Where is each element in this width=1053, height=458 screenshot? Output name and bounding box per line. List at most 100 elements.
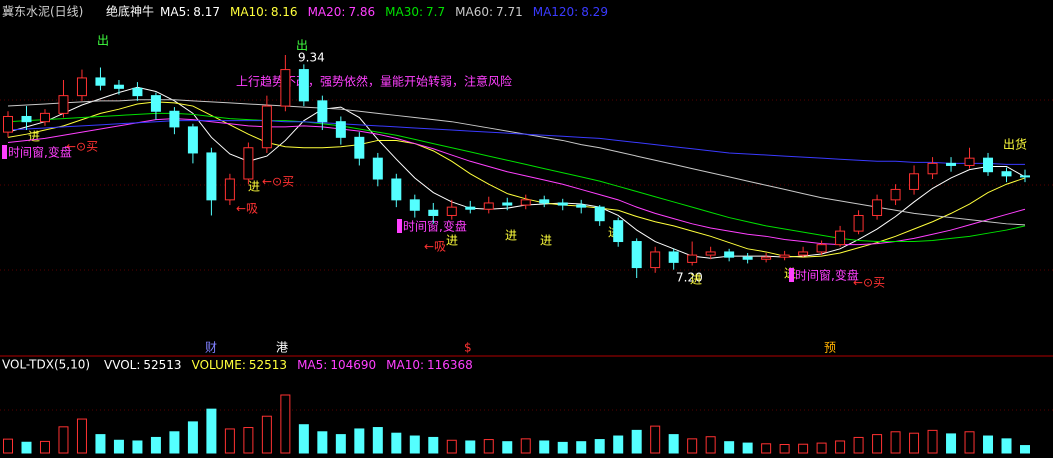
legend-value: 8.16 — [271, 5, 298, 19]
candle-body — [872, 199, 883, 216]
enter-signal: 进 — [248, 180, 260, 194]
candle-body — [187, 126, 198, 154]
candle-body — [150, 95, 161, 112]
volume-bar — [187, 421, 198, 454]
volume-bar — [409, 435, 420, 454]
legend-value: 8.29 — [581, 5, 608, 19]
candle-body — [298, 69, 309, 102]
candle-body — [224, 178, 235, 201]
volume-bar — [76, 418, 87, 454]
ma-line — [7, 101, 1026, 258]
volume-bar — [446, 439, 457, 454]
candle-body — [724, 251, 735, 258]
sell-signal: 出 — [97, 34, 109, 48]
volume-bar — [539, 440, 550, 454]
legend-value: 116368 — [427, 358, 473, 372]
candle-body — [428, 209, 439, 216]
legend-label: MA20: — [308, 5, 346, 19]
volume-bar — [798, 443, 809, 454]
volume-bar — [483, 439, 494, 454]
candle-body — [853, 214, 864, 232]
volume-bar — [132, 440, 143, 454]
volume-bar — [927, 429, 938, 454]
volume-bar — [391, 432, 402, 454]
legend: MA5: 8.17 MA10: 8.16 MA20: 7.86 MA30: 7.7 MA60: 7… — [160, 5, 608, 19]
legend-value: 7.7 — [426, 5, 445, 19]
event-marker: $ — [464, 341, 472, 355]
volume-bar — [909, 432, 920, 454]
candle-body — [483, 202, 494, 210]
candle-body — [58, 95, 69, 114]
volume-bar — [465, 440, 476, 454]
volume-bar — [335, 434, 346, 454]
legend-label: MA60: — [455, 5, 493, 19]
legend-label: VOLUME: — [192, 358, 246, 372]
candle-body — [798, 251, 809, 256]
volume-bar — [650, 425, 661, 454]
candle-body — [816, 244, 827, 253]
volume-bar — [668, 434, 679, 454]
legend-label: MA10: — [386, 358, 424, 372]
candle-body — [206, 152, 217, 201]
volume-bar — [280, 394, 291, 454]
volume-bar — [853, 436, 864, 454]
volume-bar — [261, 415, 272, 454]
volume-bar — [317, 431, 328, 454]
candle-body — [594, 206, 605, 222]
volume-bar — [594, 439, 605, 454]
buy-signal: ←⊙买 — [262, 175, 294, 189]
candle-body — [539, 199, 550, 204]
volume-bar — [372, 427, 383, 454]
candle-body — [502, 202, 513, 206]
candle-body — [779, 254, 790, 258]
enter-signal: 进 — [540, 234, 552, 248]
candle-body — [169, 110, 180, 128]
volume-bar — [557, 441, 568, 454]
legend-value: 52513 — [249, 358, 287, 372]
legend-value: 8.17 — [193, 5, 220, 19]
volume-bar — [3, 438, 13, 454]
window-marker — [397, 219, 402, 233]
candle-body — [835, 230, 846, 246]
sell-signal: 出 — [296, 39, 308, 53]
volume-bar — [502, 441, 513, 454]
legend-value: 7.71 — [496, 5, 523, 19]
volume-bar — [705, 436, 716, 454]
volume-bar — [983, 435, 994, 454]
candle-body — [391, 178, 402, 201]
volume-bar — [761, 443, 772, 454]
volume-bar — [816, 442, 827, 454]
legend-value: 7.86 — [348, 5, 375, 19]
enter-signal: 进 — [690, 273, 702, 287]
legend-label: MA5: — [160, 5, 190, 19]
volume-bar — [58, 426, 69, 454]
volume-bar — [95, 434, 106, 454]
volume-bar — [21, 441, 32, 454]
enter-signal: 进 — [446, 234, 458, 248]
legend-label: MA30: — [385, 5, 423, 19]
candle-body — [372, 157, 383, 180]
volume-bar — [206, 408, 217, 454]
enter-signal: 进 — [505, 229, 517, 243]
volume-bar — [354, 428, 365, 454]
distribution-signal: 出货 — [1003, 137, 1027, 152]
volume-title: VOL-TDX(5,10) — [2, 358, 90, 372]
candle-body — [1020, 175, 1030, 178]
legend-label: MA120: — [533, 5, 579, 19]
volume-bar — [428, 436, 439, 454]
volume-bar — [613, 435, 624, 454]
event-marker: 财 — [205, 341, 217, 355]
candle-body — [3, 115, 13, 133]
absorb-signal: ←吸 — [236, 202, 258, 216]
window-marker — [789, 268, 794, 282]
volume-bar — [169, 431, 180, 454]
legend-label: MA10: — [230, 5, 268, 19]
volume-bar — [631, 429, 642, 454]
event-marker: 预 — [824, 341, 836, 355]
candle-body — [631, 241, 642, 269]
candle-body — [39, 112, 50, 123]
candle-body — [557, 202, 568, 206]
candle-body — [132, 87, 143, 97]
candle-body — [243, 147, 254, 180]
volume-bar — [724, 441, 735, 454]
